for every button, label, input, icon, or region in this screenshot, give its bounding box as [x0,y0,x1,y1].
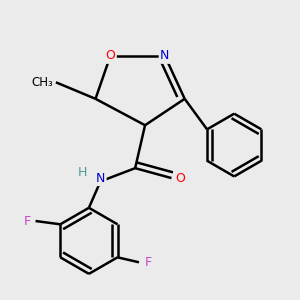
Text: CH₃: CH₃ [32,76,53,89]
Text: H: H [78,166,87,178]
Text: N: N [96,172,105,184]
Text: F: F [24,214,31,227]
Text: O: O [105,50,115,62]
Text: N: N [160,50,170,62]
Text: O: O [175,172,185,184]
Text: F: F [145,256,152,269]
